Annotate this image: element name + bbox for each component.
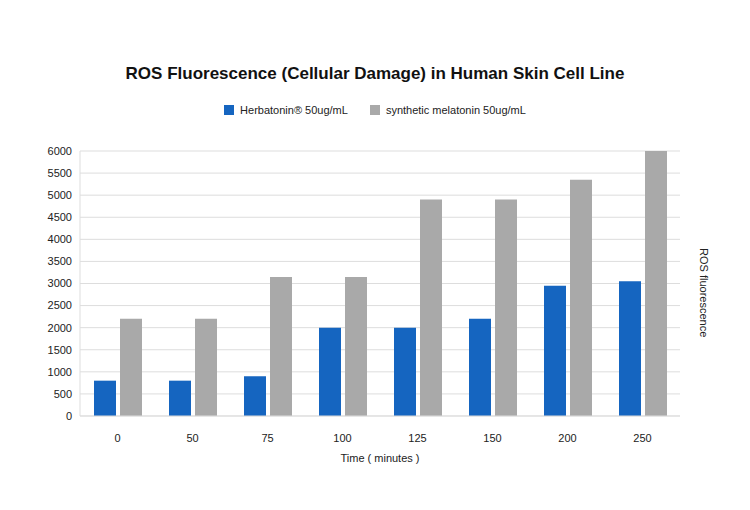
html-text:Herbatonin® 50ug/mL: Herbatonin® 50ug/mL [240,104,348,116]
svg-text:5000: 5000 [48,189,72,201]
svg-text:500: 500 [54,388,72,400]
svg-text:125: 125 [408,432,426,444]
svg-text:5500: 5500 [48,167,72,179]
svg-text:0: 0 [114,432,120,444]
svg-text:250: 250 [633,432,651,444]
html-text:ROS Fluorescence (Cellular Dam: ROS Fluorescence (Cellular Damage) in Hu… [125,64,625,83]
svg-text:150: 150 [483,432,501,444]
svg-text:200: 200 [558,432,576,444]
svg-text:100: 100 [333,432,351,444]
svg-text:1500: 1500 [48,344,72,356]
svg-text:3500: 3500 [48,255,72,267]
svg-text:6000: 6000 [48,145,72,157]
svg-text:0: 0 [66,410,72,422]
svg-text:2000: 2000 [48,322,72,334]
svg-text:4500: 4500 [48,211,72,223]
svg-text:2500: 2500 [48,299,72,311]
svg-text:3000: 3000 [48,277,72,289]
svg-text:75: 75 [261,432,273,444]
svg-text:Time ( minutes ): Time ( minutes ) [340,452,419,464]
svg-text:1000: 1000 [48,366,72,378]
svg-text:50: 50 [186,432,198,444]
html-text:ROS fluorescence: ROS fluorescence [698,248,710,338]
html-text:synthetic melatonin 50ug/mL: synthetic melatonin 50ug/mL [385,104,526,116]
svg-text:4000: 4000 [48,233,72,245]
